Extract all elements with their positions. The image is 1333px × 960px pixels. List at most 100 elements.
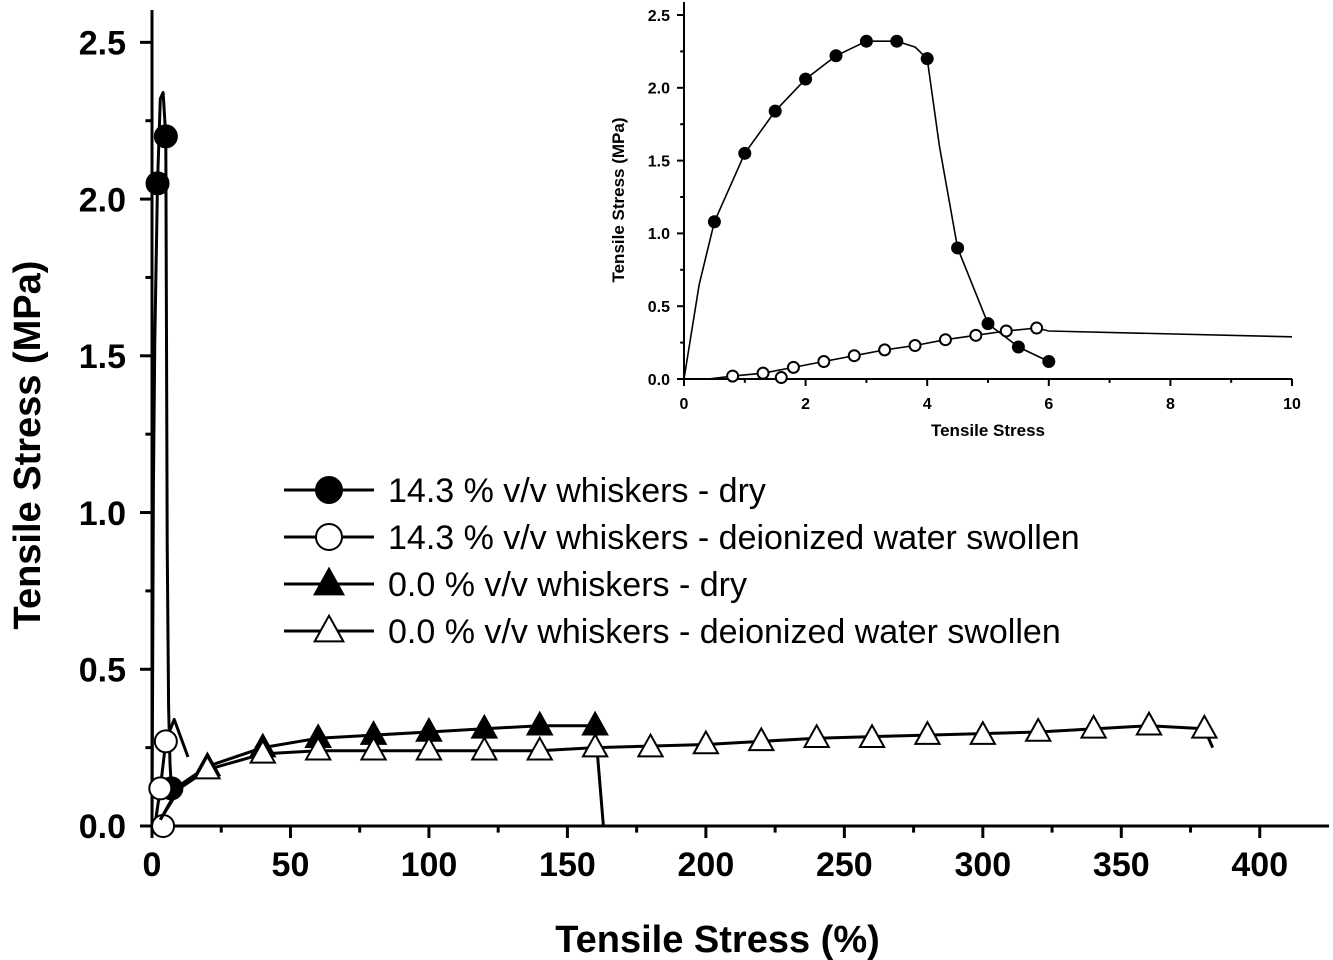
data-point <box>1024 716 1053 742</box>
data-point <box>726 369 740 383</box>
data-point <box>913 720 942 745</box>
y-tick-label: 2.0 <box>648 81 670 98</box>
data-point <box>415 735 443 761</box>
x-tick-label: 300 <box>954 846 1011 884</box>
x-axis-title: Tensile Stress (%) <box>555 919 880 960</box>
data-point <box>525 710 554 736</box>
x-tick-label: 400 <box>1231 846 1288 884</box>
y-axis-title: Tensile Stress (MPa) <box>7 261 49 630</box>
series-4 <box>159 710 1219 821</box>
data-point <box>145 171 170 196</box>
series-2 <box>708 321 1293 385</box>
y-tick-label: 0.0 <box>79 808 126 846</box>
data-point <box>636 732 665 758</box>
data-point <box>692 729 720 755</box>
data-point <box>581 710 609 736</box>
data-point <box>1079 713 1108 739</box>
legend-marker <box>315 476 343 504</box>
data-point <box>747 726 776 752</box>
data-point <box>938 333 952 347</box>
legend-label: 0.0 % v/v whiskers - dry <box>388 566 747 604</box>
series-line <box>150 91 173 827</box>
data-point <box>470 713 499 739</box>
data-point <box>707 215 721 229</box>
x-tick-label: 200 <box>678 846 735 884</box>
x-tick-label: 6 <box>1044 396 1053 413</box>
legend-item: 14.3 % v/v whiskers - dry <box>284 472 766 510</box>
series-3 <box>158 710 609 827</box>
legend-label: 0.0 % v/v whiskers - deionized water swo… <box>388 613 1061 651</box>
data-point <box>470 735 499 761</box>
data-point <box>1135 710 1163 736</box>
data-point <box>847 349 861 363</box>
x-axis-title: Tensile Stress <box>931 421 1045 440</box>
legend-item: 0.0 % v/v whiskers - deionized water swo… <box>284 613 1061 651</box>
x-tick-label: 350 <box>1093 846 1150 884</box>
x-tick-label: 0 <box>143 846 162 884</box>
y-tick-label: 0.5 <box>79 652 126 690</box>
data-point <box>525 735 554 761</box>
data-point <box>859 34 873 48</box>
main-chart: 0 50 100 150 200 250 300 350 4000.00.51.01.52.02… <box>7 10 1329 960</box>
data-point <box>1011 340 1025 354</box>
y-tick-label: 1.0 <box>648 226 670 243</box>
data-point <box>858 723 886 749</box>
legend-marker <box>315 523 343 551</box>
y-tick-label: 1.5 <box>648 153 670 170</box>
y-tick-label: 2.5 <box>79 25 126 63</box>
legend-marker <box>312 613 346 643</box>
data-point <box>774 371 788 385</box>
y-axis-title: Tensile Stress (MPa) <box>609 117 628 282</box>
x-tick-label: 50 <box>272 846 310 884</box>
legend-item: 0.0 % v/v whiskers - dry <box>284 566 747 604</box>
y-tick-label: 1.0 <box>79 495 126 533</box>
data-point <box>829 49 843 63</box>
data-point <box>359 735 388 761</box>
series-1 <box>683 34 1056 380</box>
data-point <box>193 754 222 780</box>
x-tick-label: 8 <box>1166 396 1175 413</box>
series-2 <box>148 717 190 838</box>
data-point <box>581 732 609 758</box>
data-point <box>878 343 892 357</box>
data-point <box>1030 321 1044 335</box>
legend-label: 14.3 % v/v whiskers - deionized water sw… <box>388 519 1080 557</box>
x-tick-label: 10 <box>1283 396 1301 413</box>
y-tick-label: 2.0 <box>79 181 126 219</box>
data-point <box>969 328 983 342</box>
y-tick-label: 2.5 <box>648 8 670 25</box>
data-point <box>756 366 770 380</box>
data-point <box>786 360 800 374</box>
data-point <box>153 729 178 754</box>
inset-chart: 0 2 4 6 8 10 0.0 0.5 1.0 1.5 2.0 2.5 Tensile Stress T… <box>609 2 1301 440</box>
x-tick-label: 100 <box>401 846 458 884</box>
data-point <box>151 814 176 838</box>
data-point <box>248 738 277 764</box>
data-point <box>768 104 782 118</box>
legend-label: 14.3 % v/v whiskers - dry <box>388 472 766 510</box>
x-tick-label: 250 <box>816 846 873 884</box>
data-point <box>304 735 332 761</box>
series-line <box>683 40 1050 380</box>
y-tick-label: 0.5 <box>648 299 670 316</box>
x-tick-label: 0 <box>680 396 689 413</box>
data-point <box>908 339 922 353</box>
x-tick-label: 150 <box>539 846 596 884</box>
data-point <box>920 52 934 66</box>
y-tick-label: 1.5 <box>79 338 126 376</box>
data-point <box>951 241 965 255</box>
legend: 14.3 % v/v whiskers - dry 14.3 % v/v whis… <box>284 472 1080 651</box>
data-point <box>1190 713 1219 739</box>
data-point <box>799 72 813 86</box>
x-tick-label: 4 <box>923 396 932 413</box>
y-tick-label: 0.0 <box>648 372 670 389</box>
x-tick-label: 2 <box>801 396 810 413</box>
legend-item: 14.3 % v/v whiskers - deionized water sw… <box>284 519 1080 557</box>
data-point <box>968 720 997 745</box>
data-point <box>981 317 995 331</box>
data-point <box>817 355 831 369</box>
data-point <box>1042 355 1056 369</box>
legend-marker <box>312 566 346 596</box>
data-point <box>999 324 1013 338</box>
